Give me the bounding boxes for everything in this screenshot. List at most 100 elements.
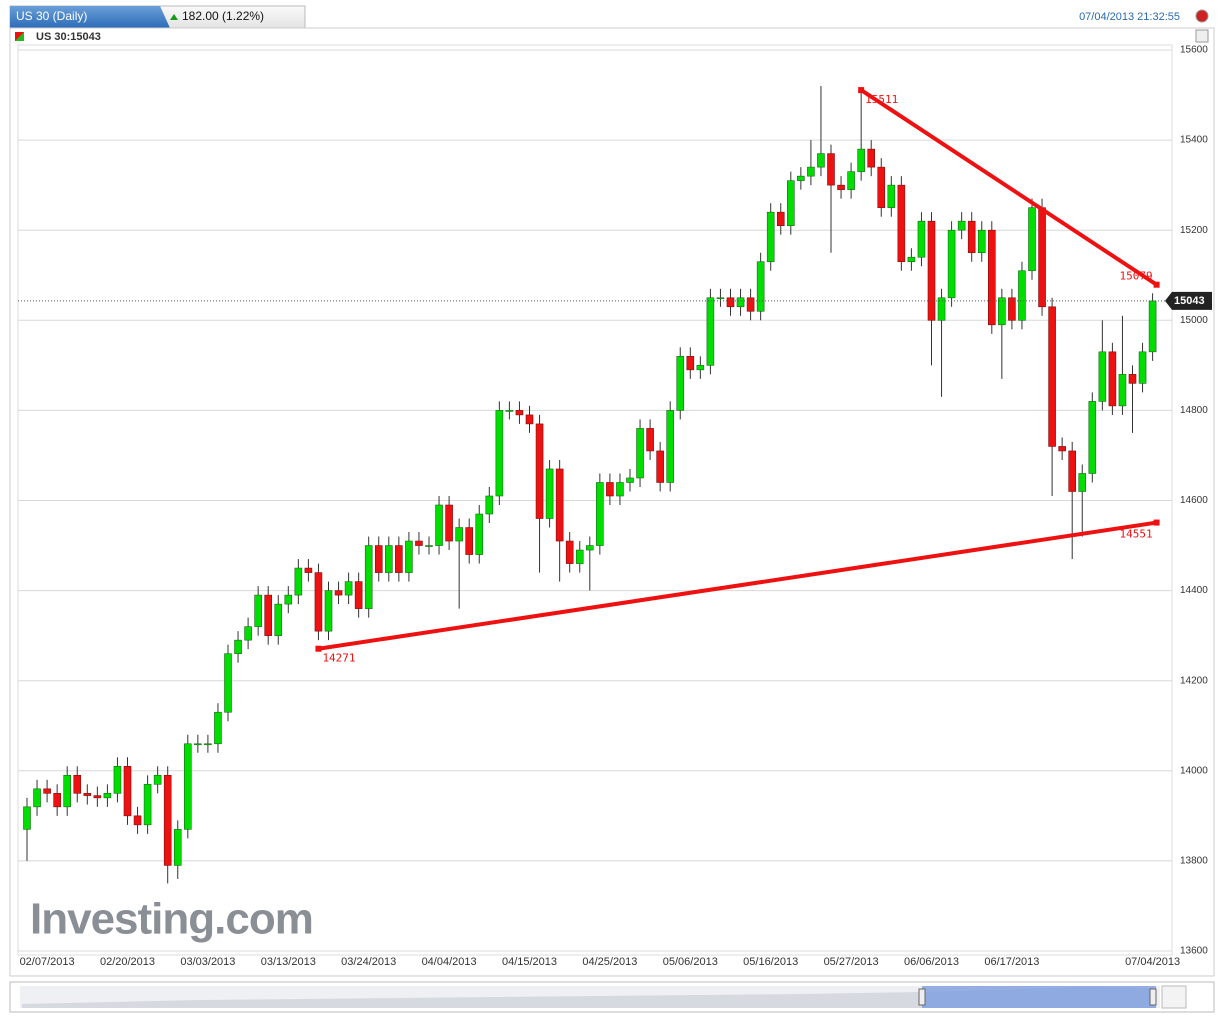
- candle-up: [545, 468, 554, 519]
- candle-up: [194, 743, 202, 746]
- navigator-window[interactable]: [922, 986, 1156, 1008]
- candle-down: [525, 414, 534, 425]
- candle-down: [123, 765, 132, 817]
- candle-up: [294, 567, 303, 596]
- trendline-label: 15079: [1119, 270, 1152, 283]
- candle-up: [244, 626, 252, 641]
- candle-up: [33, 788, 41, 808]
- candle-down: [656, 450, 664, 483]
- candle-up: [585, 545, 594, 551]
- navigator-handle[interactable]: [1149, 988, 1157, 1006]
- trendline-label: 14551: [1119, 528, 1152, 541]
- record-button[interactable]: [1195, 9, 1209, 23]
- candle-down: [746, 297, 755, 312]
- x-tick-label: 04/15/2013: [502, 956, 557, 968]
- y-tick-label: 14000: [1180, 765, 1208, 776]
- candle-down: [1068, 450, 1076, 492]
- candle-up: [143, 784, 152, 826]
- candle-up: [435, 504, 443, 546]
- candle-down: [334, 590, 343, 596]
- candle-up: [495, 410, 504, 497]
- candle-up: [676, 356, 685, 411]
- candle-down: [43, 788, 51, 794]
- x-tick-label: 05/06/2013: [663, 956, 718, 968]
- candle-up: [1138, 351, 1147, 384]
- trendline-end: [1153, 281, 1160, 288]
- candle-down: [897, 184, 906, 263]
- x-tick-label: 02/07/2013: [20, 956, 75, 968]
- candle-down: [304, 567, 313, 573]
- candle-up: [887, 184, 896, 208]
- candle-down: [877, 166, 886, 208]
- candle-down: [776, 211, 785, 226]
- candle-down: [555, 468, 564, 542]
- navigator-handle[interactable]: [918, 988, 926, 1006]
- last-price-label: 15043: [1174, 295, 1205, 307]
- candle-up: [505, 410, 514, 412]
- candle-up: [153, 775, 162, 785]
- candle-down: [374, 545, 383, 573]
- navigator-scroll[interactable]: [1161, 985, 1187, 1009]
- candle-up: [23, 806, 31, 830]
- candle-up: [616, 482, 624, 497]
- title: US 30 (Daily): [16, 9, 87, 23]
- candle-down: [927, 220, 936, 321]
- candle-down: [535, 423, 544, 519]
- navigator-area: [22, 987, 1156, 1008]
- candle-up: [766, 211, 775, 263]
- quote-label: US 30:15043: [36, 31, 101, 43]
- candle-up: [1118, 374, 1127, 407]
- trendline: [316, 520, 1159, 651]
- trendline-end: [858, 87, 865, 94]
- candle-up: [786, 180, 795, 226]
- candle-up: [1088, 401, 1097, 474]
- candle-down: [1058, 446, 1066, 452]
- x-tick-label: 07/04/2013: [1125, 956, 1180, 968]
- candle-up: [284, 594, 293, 605]
- candle-down: [1108, 351, 1117, 407]
- timestamp: 07/04/2013 21:32:55: [1079, 11, 1180, 23]
- candle-up: [1018, 270, 1026, 321]
- last-price-tag: [1165, 291, 1212, 310]
- candle-up: [857, 148, 865, 172]
- logo: Investing.com: [30, 895, 313, 944]
- minimize-button[interactable]: [1195, 29, 1209, 43]
- candle-up: [596, 482, 604, 546]
- x-tick-label: 03/24/2013: [341, 956, 396, 968]
- y-tick-label: 14800: [1180, 405, 1208, 416]
- candle-down: [606, 482, 614, 497]
- chart-frame: [9, 27, 1215, 977]
- candle-up: [1078, 473, 1087, 492]
- candle-down: [415, 540, 423, 546]
- candle-up: [204, 743, 212, 746]
- candle-down: [93, 795, 102, 799]
- y-tick-label: 13600: [1180, 946, 1208, 957]
- candle-up: [364, 545, 373, 609]
- y-tick-label: 14200: [1180, 675, 1208, 686]
- candle-up: [998, 297, 1006, 326]
- candle-up: [455, 527, 463, 542]
- candle-down: [314, 572, 323, 632]
- y-tick-label: 13800: [1180, 856, 1208, 867]
- candle-up: [214, 711, 222, 745]
- candle-down: [867, 148, 876, 168]
- trendline: [859, 88, 1159, 287]
- trendline-label: 15511: [865, 93, 898, 106]
- y-tick-label: 14600: [1180, 495, 1208, 506]
- y-tick-label: 15400: [1180, 135, 1208, 146]
- candle-up: [957, 220, 966, 231]
- trendline-end: [1153, 519, 1160, 526]
- candle-up: [756, 261, 765, 312]
- x-tick-label: 04/04/2013: [422, 956, 477, 968]
- candle-up: [113, 765, 122, 794]
- x-tick-label: 06/06/2013: [904, 956, 959, 968]
- candle-up: [736, 297, 745, 308]
- candle-up: [696, 365, 705, 371]
- candle-down: [163, 775, 172, 866]
- candle-up: [706, 297, 715, 366]
- candle-down: [1048, 306, 1056, 447]
- candle-up: [575, 549, 584, 564]
- candle-up: [184, 743, 192, 830]
- candle-down: [133, 815, 142, 826]
